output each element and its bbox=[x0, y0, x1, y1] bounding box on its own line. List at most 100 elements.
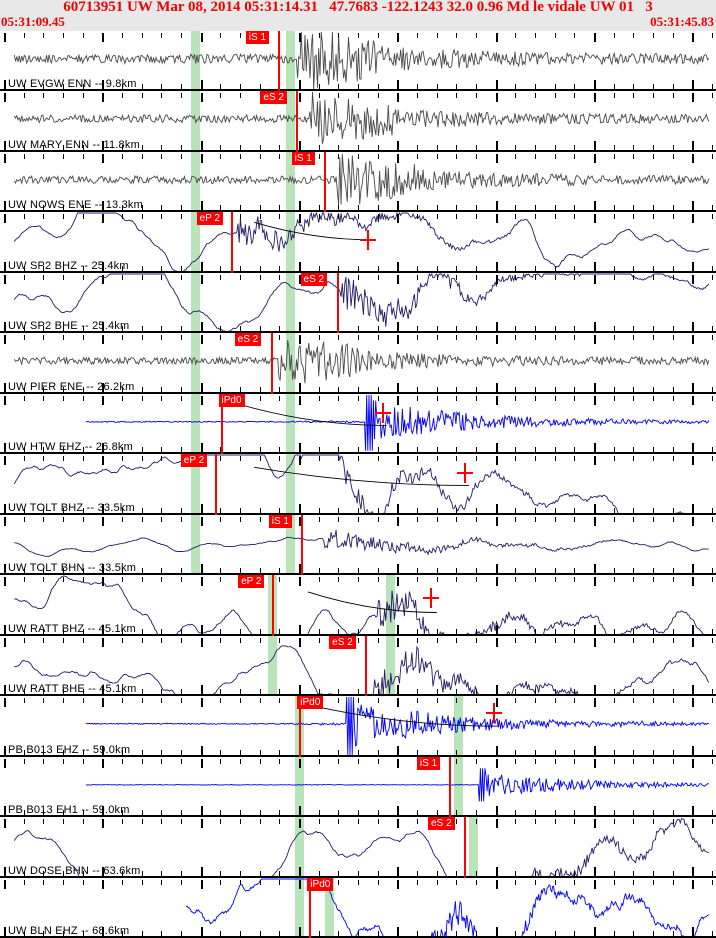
axis-tick bbox=[554, 93, 556, 99]
axis-tick bbox=[23, 93, 25, 99]
axis-tick bbox=[613, 819, 615, 825]
axis-tick bbox=[63, 689, 64, 695]
pick-label[interactable]: iS 1 bbox=[245, 31, 270, 44]
axis-tick bbox=[161, 326, 163, 332]
axis-tick bbox=[4, 322, 6, 332]
axis-tick bbox=[456, 628, 458, 634]
waveform-trace bbox=[85, 394, 710, 451]
axis-tick bbox=[554, 144, 556, 150]
axis-tick bbox=[43, 810, 45, 816]
axis-tick bbox=[279, 930, 281, 936]
trace-panel[interactable]: eP 2 UW TOLT BHZ -- 33.5km bbox=[0, 454, 716, 515]
trace-panel[interactable]: eP 2 UW RATT BHZ -- 45.1km bbox=[0, 575, 716, 636]
trace-panel[interactable]: eP 2 UW SP2 BHZ -- 25.4km bbox=[0, 212, 716, 273]
pick-label[interactable]: eP 2 bbox=[180, 454, 208, 468]
trace-panel[interactable]: eS 2 UW MARY ENN -- 11.8km bbox=[0, 91, 716, 152]
coda-end-marker[interactable] bbox=[360, 229, 377, 250]
axis-tick bbox=[63, 819, 64, 825]
axis-tick bbox=[141, 930, 143, 936]
axis-tick bbox=[712, 265, 713, 271]
axis-tick bbox=[338, 153, 340, 159]
pick-label[interactable]: iPd0 bbox=[297, 696, 324, 710]
axis-tick bbox=[633, 395, 635, 401]
axis-tick bbox=[417, 93, 418, 99]
trace-panel[interactable]: eS 2 UW DOSE BHN -- 63.6km bbox=[0, 817, 716, 878]
axis-tick bbox=[23, 326, 25, 332]
trace-panel[interactable]: iS 1 UW EVGW ENN -- 9.8km bbox=[0, 31, 716, 92]
trace-panel[interactable]: eS 2 UW RATT BHE -- 45.1km bbox=[0, 635, 716, 697]
axis-tick bbox=[141, 274, 143, 280]
trace-panel[interactable]: iS 1 UW TOLT BHN -- 33.5km bbox=[0, 514, 716, 576]
axis-tick bbox=[456, 205, 458, 211]
axis-tick bbox=[613, 507, 615, 513]
axis-tick bbox=[692, 698, 695, 708]
axis-tick bbox=[377, 507, 379, 513]
pick-line bbox=[272, 575, 275, 636]
axis-tick bbox=[102, 624, 105, 634]
trace-panel[interactable]: iPd0 UW BLN EHZ -- 68.6km bbox=[0, 877, 716, 938]
axis-tick bbox=[358, 205, 359, 211]
trace-panel[interactable]: iPd0 PB B013 EHZ -- 59.0km bbox=[0, 696, 716, 757]
coda-end-marker[interactable] bbox=[422, 587, 439, 608]
pick-label[interactable]: eS 2 bbox=[300, 272, 328, 286]
axis-tick bbox=[377, 637, 379, 643]
pick-label[interactable]: iS 1 bbox=[416, 756, 441, 770]
coda-end-marker[interactable] bbox=[456, 463, 473, 484]
coda-end-marker[interactable] bbox=[374, 402, 391, 423]
axis-tick bbox=[200, 503, 203, 513]
axis-tick bbox=[594, 80, 596, 90]
axis-tick bbox=[102, 926, 105, 936]
axis-tick bbox=[456, 93, 458, 99]
trace-panel[interactable]: eS 2 UW PIER ENE -- 26.2km bbox=[0, 333, 716, 394]
axis-tick bbox=[672, 758, 674, 764]
pick-label[interactable]: eS 2 bbox=[260, 91, 287, 105]
axis-tick bbox=[299, 93, 301, 103]
pick-label[interactable]: iS 1 bbox=[268, 514, 292, 528]
pick-label[interactable]: eP 2 bbox=[238, 575, 265, 589]
pick-label[interactable]: iS 1 bbox=[291, 151, 315, 165]
pick-label[interactable]: iPd0 bbox=[307, 877, 334, 891]
trace-panel[interactable]: iS 1 UW NOWS ENE -- 13.3km bbox=[0, 151, 716, 213]
axis-tick bbox=[594, 33, 596, 42]
axis-tick bbox=[554, 33, 556, 38]
axis-tick bbox=[417, 395, 418, 401]
axis-tick bbox=[181, 335, 182, 341]
axis-tick bbox=[554, 84, 556, 90]
pick-label[interactable]: eP 2 bbox=[196, 212, 223, 226]
trace-panel[interactable]: iS 1 PB B013 EH1 -- 59.0km bbox=[0, 756, 716, 818]
axis-tick bbox=[63, 749, 64, 755]
axis-tick bbox=[259, 689, 261, 695]
event-header-title: 60713951 UW Mar 08, 2014 05:31:14.31 47.… bbox=[63, 0, 653, 15]
pick-label[interactable]: iPd0 bbox=[218, 393, 245, 407]
axis-tick bbox=[397, 322, 400, 332]
pick-label[interactable]: eS 2 bbox=[427, 817, 455, 831]
axis-tick bbox=[535, 395, 536, 401]
axis-tick bbox=[476, 386, 477, 392]
axis-tick bbox=[495, 214, 498, 224]
axis-tick bbox=[122, 205, 123, 211]
axis-tick bbox=[535, 33, 536, 38]
axis-tick bbox=[181, 689, 182, 695]
pick-label[interactable]: eS 2 bbox=[234, 333, 262, 347]
axis-tick bbox=[594, 819, 596, 829]
axis-tick bbox=[338, 516, 340, 522]
axis-tick bbox=[259, 205, 261, 211]
trace-panel[interactable]: iPd0 UW HTW EHZ -- 26.8km bbox=[0, 393, 716, 455]
axis-tick bbox=[515, 447, 517, 453]
axis-tick bbox=[397, 140, 400, 150]
axis-tick bbox=[181, 810, 182, 816]
axis-tick bbox=[240, 749, 241, 755]
pick-label[interactable]: eS 2 bbox=[329, 635, 356, 649]
axis-tick bbox=[338, 84, 340, 90]
time-axis-ticks-lower bbox=[0, 698, 716, 708]
axis-tick bbox=[495, 879, 498, 889]
axis-tick bbox=[318, 637, 320, 643]
coda-end-marker[interactable] bbox=[485, 702, 502, 723]
axis-tick bbox=[672, 386, 674, 392]
axis-tick bbox=[161, 395, 163, 401]
axis-tick bbox=[102, 335, 105, 345]
axis-tick bbox=[456, 749, 458, 755]
time-axis-ticks-lower bbox=[0, 516, 716, 526]
trace-panel[interactable]: eS 2 UW SP2 BHE -- 25.4km bbox=[0, 272, 716, 334]
